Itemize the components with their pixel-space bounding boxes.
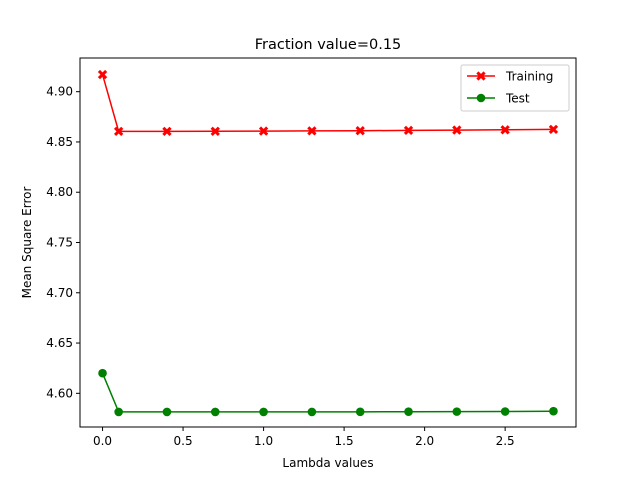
data-point-test <box>307 407 317 417</box>
data-point-test <box>452 407 462 416</box>
legend-label-test: Test <box>505 92 530 106</box>
x-tick-label: 1.0 <box>254 434 273 448</box>
y-axis-label: Mean Square Error <box>20 187 34 299</box>
chart-title: Fraction value=0.15 <box>255 37 402 53</box>
y-tick-label: 4.80 <box>46 185 73 199</box>
data-point-training <box>355 126 365 136</box>
data-point-training <box>548 124 559 135</box>
y-tick-label: 4.70 <box>46 286 73 300</box>
y-tick-label: 4.60 <box>46 386 73 400</box>
data-point-test <box>404 407 413 417</box>
data-point-training <box>403 125 414 136</box>
legend-marker-training <box>476 71 486 81</box>
data-point-test <box>500 407 510 416</box>
plot-area <box>80 58 576 427</box>
legend-marker-symbol-training <box>476 71 486 81</box>
data-point-training <box>113 126 124 137</box>
y-tick-label: 4.85 <box>46 135 73 149</box>
data-point-training <box>500 125 510 135</box>
legend: Training Test <box>460 64 570 112</box>
data-point-training <box>210 126 220 136</box>
x-tick-label: 2.0 <box>415 434 434 448</box>
y-axis-ticks: 4.60 4.65 4.70 4.75 4.80 4.85 4.90 <box>46 85 80 400</box>
legend-marker-test <box>476 93 486 103</box>
data-point-test <box>355 407 365 417</box>
data-point-test <box>210 407 220 417</box>
y-tick-label: 4.90 <box>46 85 73 99</box>
x-tick-label: 0.0 <box>93 434 112 448</box>
data-point-training <box>258 126 269 136</box>
x-tick-label: 1.5 <box>335 434 354 448</box>
data-point-test <box>259 407 268 417</box>
x-axis-ticks: 0.0 0.5 1.0 1.5 2.0 2.5 <box>93 427 515 448</box>
data-point-training <box>452 125 462 135</box>
data-point-test <box>549 406 558 416</box>
x-tick-label: 2.5 <box>496 434 515 448</box>
series-layer <box>97 69 559 417</box>
data-point-training <box>162 126 172 137</box>
data-point-training <box>97 69 108 80</box>
y-tick-label: 4.65 <box>46 336 73 350</box>
axes-frame <box>79 57 577 428</box>
x-tick-label: 0.5 <box>174 434 193 448</box>
data-point-test <box>114 407 123 417</box>
data-point-test <box>98 368 107 378</box>
legend-marker-symbol-test <box>476 93 486 103</box>
data-point-test <box>162 407 172 417</box>
x-axis-label: Lambda values <box>282 456 373 470</box>
legend-label-training: Training <box>505 70 553 84</box>
data-point-training <box>307 126 317 136</box>
y-tick-label: 4.75 <box>46 236 73 250</box>
